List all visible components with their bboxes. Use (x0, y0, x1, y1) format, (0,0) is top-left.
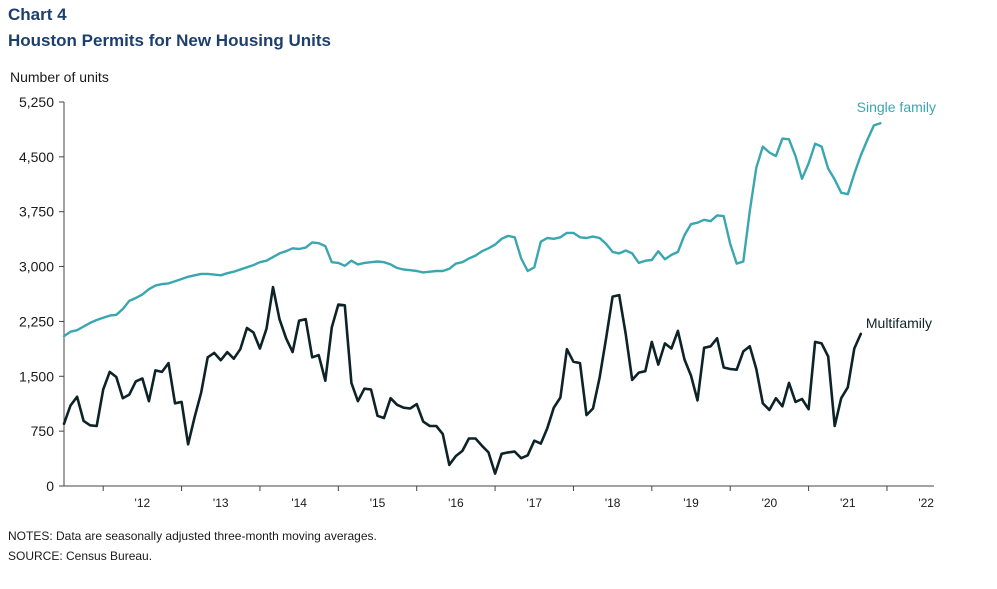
series-line-multifamily (62, 285, 863, 475)
chart-title: Houston Permits for New Housing Units (8, 31, 332, 50)
series-layer (62, 121, 882, 475)
y-tick-label: 1,500 (19, 368, 54, 384)
notes-text: NOTES: Data are seasonally adjusted thre… (8, 529, 377, 543)
y-axis: 0 750 1,500 2,250 3,000 3,750 4,500 5,250 (19, 94, 65, 494)
y-axis-label: Number of units (10, 69, 109, 85)
x-axis: '12 '13 '14 '15 '16 '17 '18 '19 '20 '21 '22 (64, 485, 934, 510)
chart-number: Chart 4 (8, 5, 67, 24)
x-tick-label: '22 (918, 496, 934, 510)
x-tick-label: '19 (683, 496, 699, 510)
y-tick-label: 5,250 (19, 94, 54, 110)
y-tick-label: 750 (31, 423, 55, 439)
x-tick-label: '20 (762, 496, 778, 510)
series-line-single-family (62, 121, 882, 338)
series-label-multifamily: Multifamily (866, 315, 932, 331)
y-tick-label: 2,250 (19, 313, 54, 329)
y-tick-label: 3,750 (19, 204, 54, 220)
x-tick-label: '21 (840, 496, 856, 510)
x-tick-label: '15 (370, 496, 386, 510)
series-label-single-family: Single family (857, 99, 936, 115)
x-tick-label: '14 (291, 496, 307, 510)
x-tick-label: '12 (135, 496, 151, 510)
source-text: SOURCE: Census Bureau. (8, 549, 153, 563)
y-tick-label: 4,500 (19, 149, 54, 165)
y-tick-label: 3,000 (19, 259, 54, 275)
x-tick-label: '17 (526, 496, 542, 510)
y-tick-label: 0 (46, 478, 54, 494)
x-tick-label: '18 (605, 496, 621, 510)
x-tick-label: '13 (213, 496, 229, 510)
x-tick-label: '16 (448, 496, 464, 510)
